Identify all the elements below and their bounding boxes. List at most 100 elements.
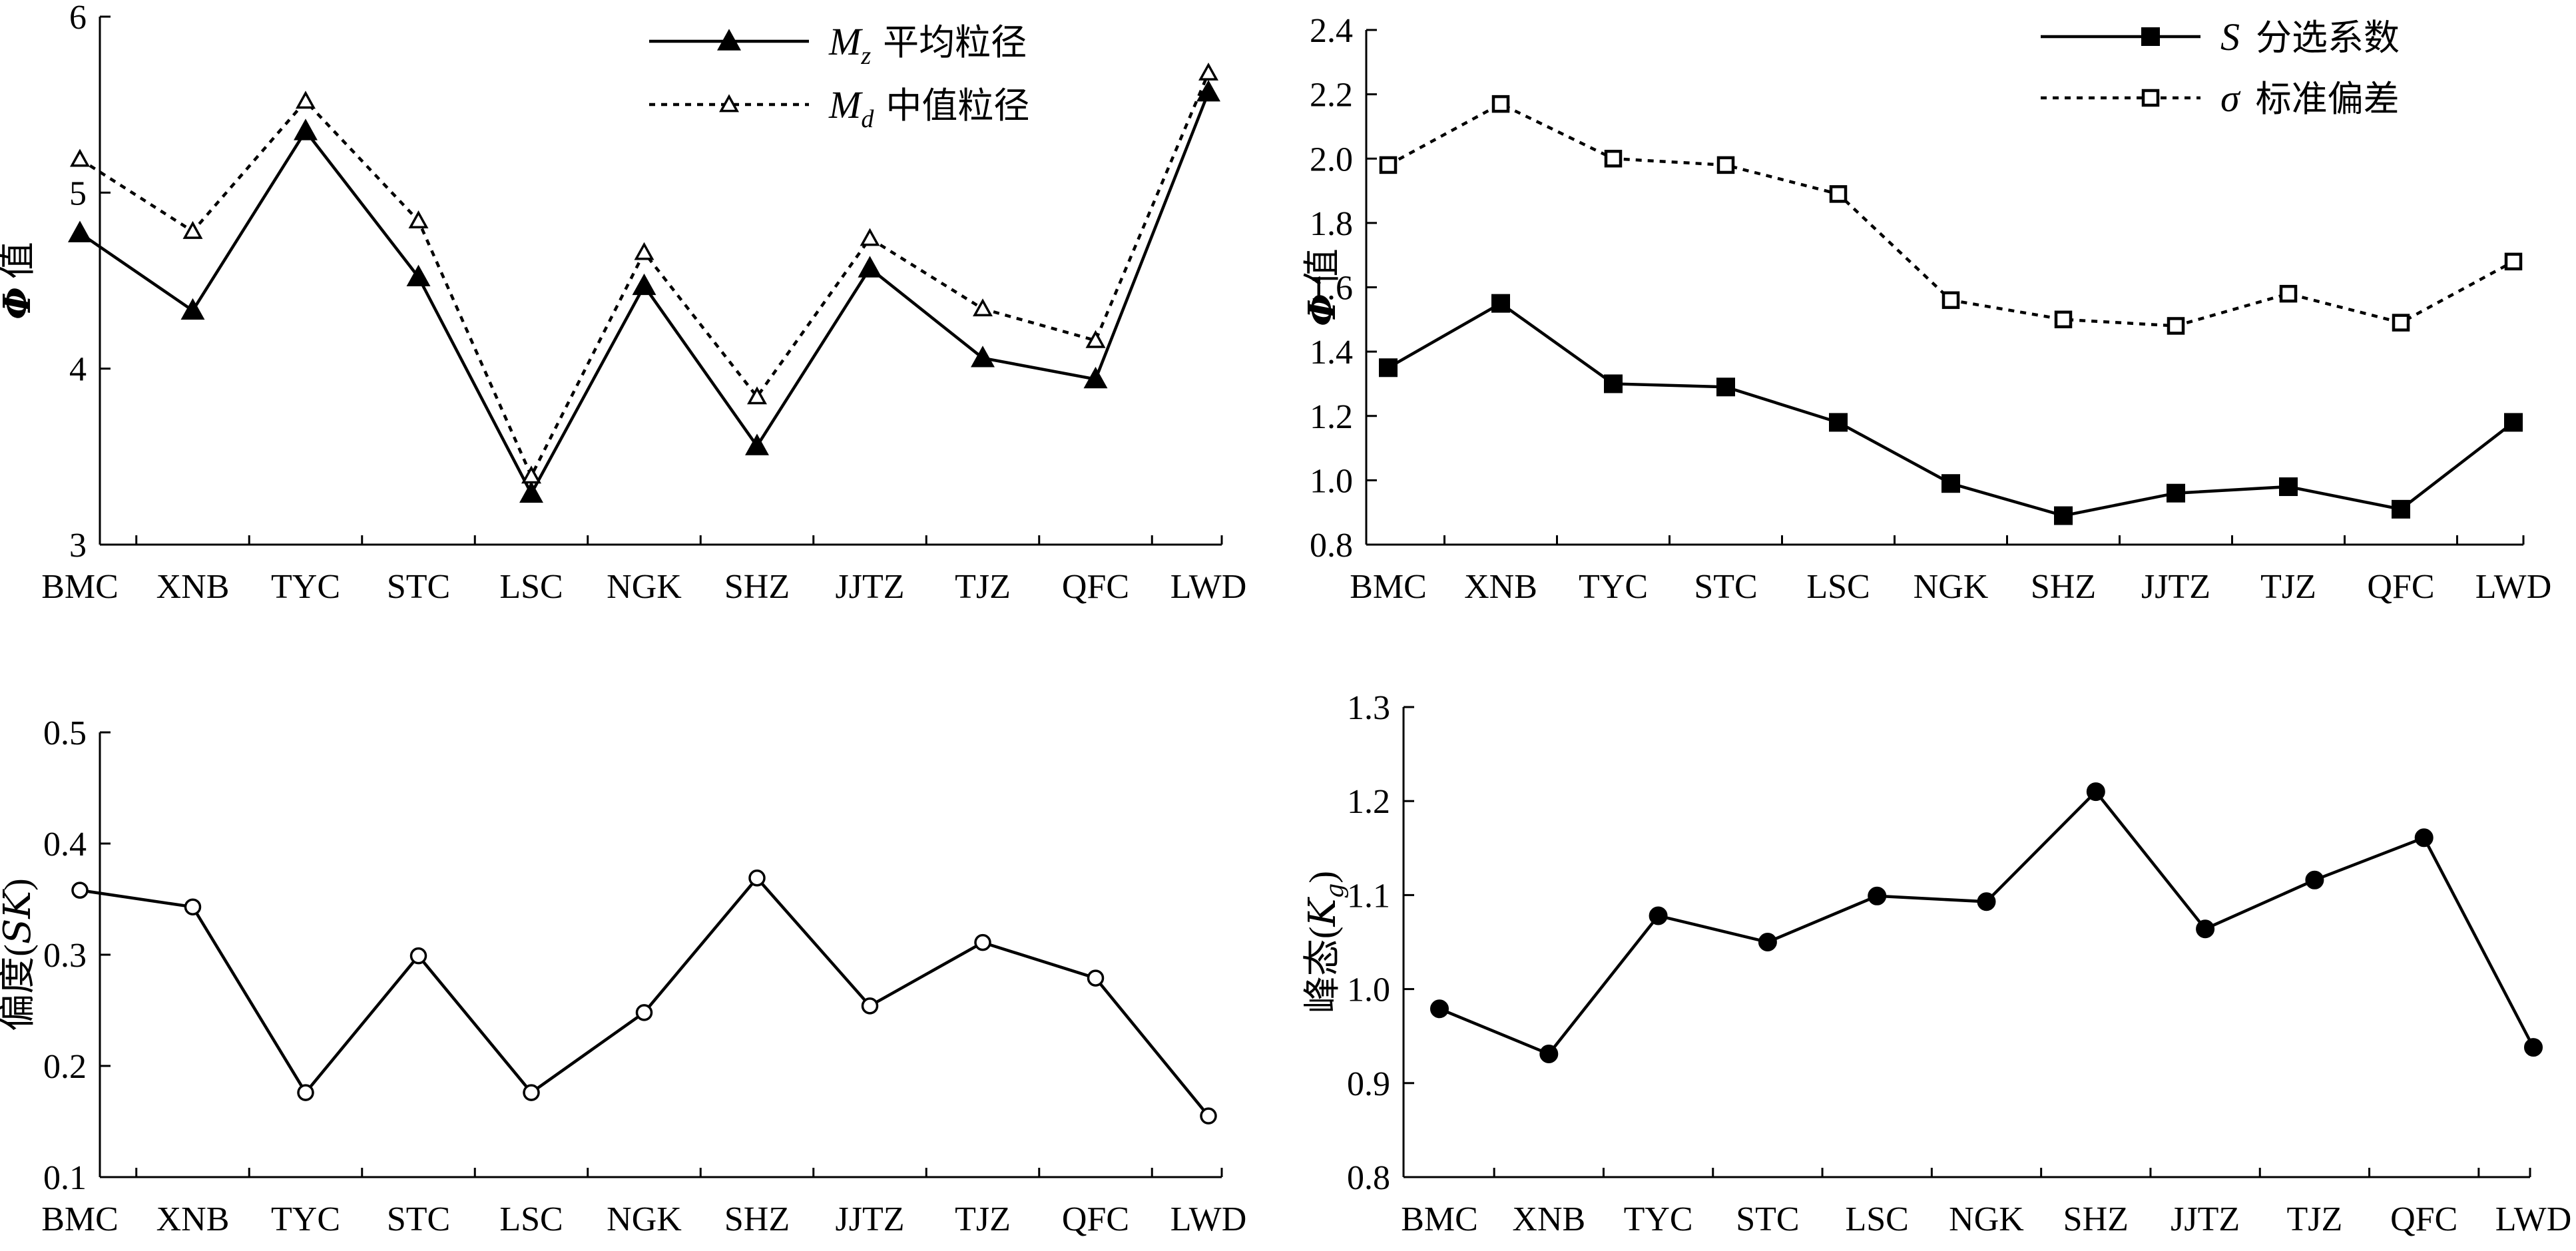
x-tick-label: NGK (1949, 1200, 2024, 1238)
y-axis-label: 偏度(SK) (0, 878, 39, 1031)
y-tick-label: 1.2 (1310, 398, 1353, 436)
data-point (635, 1004, 653, 1021)
data-point (2504, 252, 2523, 271)
data-point (521, 465, 541, 484)
y-tick-label: 1.0 (1310, 462, 1353, 500)
data-point (2414, 828, 2434, 848)
y-tick-label: 0.3 (43, 937, 87, 975)
y-axis-label-symbol: Φ (1300, 294, 1344, 326)
x-tick-label: LWD (2475, 568, 2552, 606)
x-tick-label: NGK (1914, 568, 1989, 606)
x-tick-label: TJZ (955, 1200, 1011, 1238)
y-tick-label: 1.8 (1310, 205, 1353, 243)
legend-text: 分选系数 (2256, 17, 2400, 59)
y-tick-label: 6 (69, 0, 87, 37)
data-point (296, 91, 316, 109)
data-point (1604, 150, 1623, 168)
legend-text: 中值粒径 (886, 85, 1029, 126)
y-tick-label: 2.4 (1310, 12, 1353, 50)
x-tick-label: JJTZ (2171, 1200, 2240, 1238)
legend-label-2: σ 标准偏差 (2220, 77, 2400, 120)
y-tick-label: 0.9 (1347, 1065, 1390, 1103)
data-point (860, 228, 880, 246)
legend-text: 平均粒径 (883, 21, 1027, 63)
legend-marker-1 (2141, 27, 2160, 46)
data-point (1604, 374, 1623, 393)
y-axis-label: Φ值 (0, 242, 39, 320)
data-point (1083, 366, 1108, 389)
legend-label-2: Md 中值粒径 (828, 83, 1029, 133)
y-tick-label: 1.1 (1347, 877, 1390, 915)
data-point (2524, 1038, 2543, 1057)
x-tick-label: BMC (41, 568, 119, 606)
data-point (1379, 358, 1398, 377)
legend-marker-2 (719, 94, 739, 113)
data-point (1716, 156, 1735, 174)
data-point (1379, 156, 1398, 174)
data-point (1085, 330, 1106, 348)
data-point (523, 1084, 540, 1101)
data-point (2054, 310, 2073, 329)
data-point (747, 386, 767, 405)
x-tick-label: TYC (271, 1200, 340, 1238)
y-tick-label: 0.8 (1347, 1159, 1390, 1197)
x-tick-label: BMC (1350, 568, 1427, 606)
x-tick-label: XNB (156, 568, 230, 606)
data-point (858, 256, 882, 278)
data-point (1829, 185, 1848, 203)
legend-label-1: Mz 平均粒径 (828, 20, 1027, 70)
data-point (182, 220, 203, 239)
y-axis-label-text: 偏度( (0, 944, 39, 1031)
x-tick-label: LSC (1846, 1200, 1909, 1238)
x-tick-label: SHZ (724, 1200, 790, 1238)
data-point (2392, 314, 2410, 332)
y-tick-label: 1.0 (1347, 971, 1390, 1009)
x-tick-label: SHZ (2063, 1200, 2129, 1238)
data-point (1758, 933, 1777, 951)
x-tick-label: QFC (2390, 1200, 2457, 1238)
data-point (519, 481, 543, 503)
x-tick-label: NGK (607, 1200, 682, 1238)
x-tick-label: TYC (1624, 1200, 1693, 1238)
data-point (1868, 886, 1887, 905)
legend-marker-1 (717, 29, 741, 51)
data-point (1430, 999, 1449, 1019)
x-tick-label: BMC (41, 1200, 119, 1238)
data-point (408, 210, 429, 228)
legend-symbol: M (828, 20, 863, 63)
data-point (2167, 483, 2185, 503)
data-point (2196, 919, 2215, 939)
series-line-1 (1439, 789, 2535, 1056)
data-point (180, 298, 205, 320)
y-tick-label: 0.4 (43, 826, 87, 864)
y-tick-label: 1.2 (1347, 783, 1390, 821)
x-tick-label: TYC (1579, 568, 1648, 606)
data-point (2086, 782, 2105, 802)
data-point (1200, 1107, 1217, 1125)
y-tick-label: 2.0 (1310, 140, 1353, 178)
y-axis-label-paren: ) (0, 878, 39, 891)
legend-text: 标准偏差 (2256, 78, 2400, 120)
data-point (1198, 62, 1218, 81)
y-tick-label: 5 (69, 174, 87, 212)
data-point (971, 346, 995, 368)
x-tick-label: STC (387, 568, 450, 606)
x-tick-label: TJZ (2287, 1200, 2343, 1238)
x-tick-label: QFC (1062, 568, 1129, 606)
legend-subscript: d (861, 105, 874, 133)
data-point (632, 273, 656, 296)
data-point (409, 947, 427, 965)
y-tick-label: 0.5 (43, 714, 87, 752)
y-axis-label-text: 峰态( (1302, 926, 1344, 1013)
data-point (745, 433, 769, 455)
x-tick-label: LSC (499, 1200, 563, 1238)
x-tick-label: JJTZ (836, 568, 905, 606)
x-tick-label: LSC (1806, 568, 1870, 606)
data-point (68, 220, 92, 242)
data-point (184, 898, 202, 915)
x-tick-label: BMC (1401, 1200, 1478, 1238)
data-point (1491, 95, 1510, 113)
y-tick-label: 0.1 (43, 1159, 87, 1197)
x-tick-label: QFC (2367, 568, 2434, 606)
